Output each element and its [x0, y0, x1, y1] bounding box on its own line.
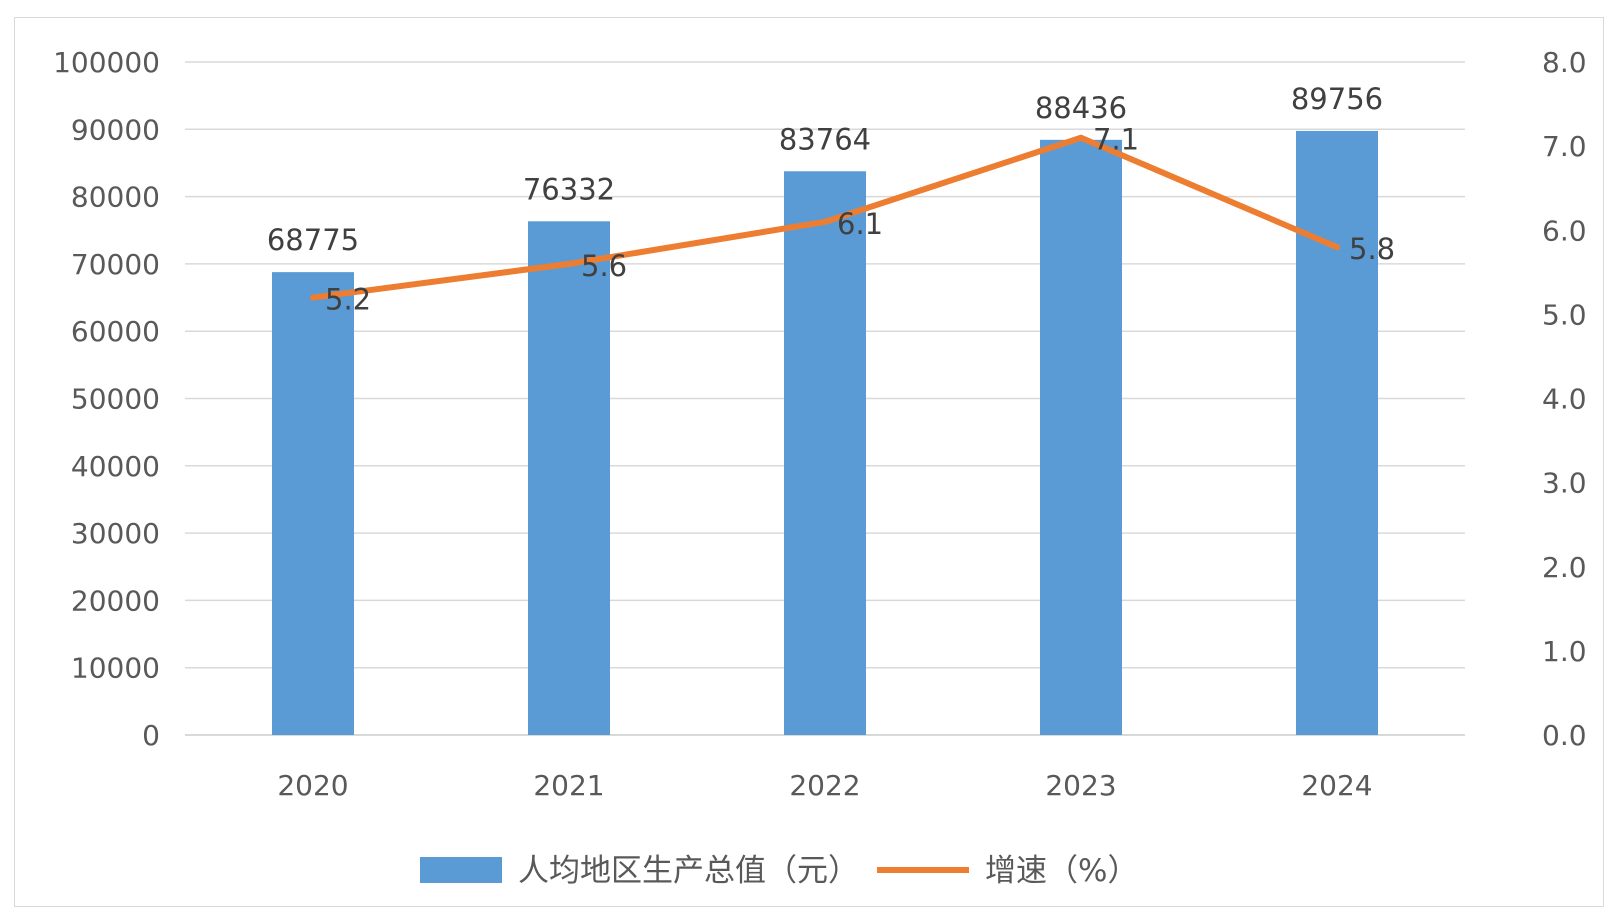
left-axis-tick-label: 30000	[71, 517, 160, 550]
x-axis-tick-label: 2024	[1301, 769, 1372, 802]
bar	[272, 272, 354, 735]
bar-data-label: 76332	[523, 172, 615, 206]
bar	[784, 171, 866, 735]
left-axis-tick-label: 90000	[71, 113, 160, 146]
line-point	[822, 218, 828, 225]
line-point	[1334, 244, 1340, 251]
left-axis-tick-label: 100000	[53, 46, 160, 79]
legend-line-label: 增速（%）	[985, 853, 1138, 889]
right-axis-tick-label: 1.0	[1542, 635, 1587, 668]
line-point	[1078, 134, 1084, 141]
line-data-label: 5.6	[581, 249, 627, 283]
left-axis-tick-label: 60000	[71, 315, 160, 348]
left-axis-tick-label: 80000	[71, 181, 160, 214]
bar	[1296, 130, 1378, 735]
line-point	[566, 260, 572, 267]
line-point	[310, 294, 316, 301]
x-axis-tick-label: 2021	[533, 769, 604, 802]
line-data-label: 5.2	[325, 283, 371, 317]
left-axis-tick-label: 50000	[71, 383, 160, 416]
left-axis-tick-label: 0	[142, 719, 160, 752]
right-axis-tick-label: 0.0	[1542, 719, 1587, 752]
right-axis-tick-label: 6.0	[1542, 214, 1587, 247]
right-axis-tick-label: 2.0	[1542, 551, 1587, 584]
line-data-label: 5.8	[1349, 232, 1395, 266]
line-data-label: 7.1	[1093, 123, 1139, 157]
right-axis-tick-label: 4.0	[1542, 383, 1587, 416]
left-axis-tick-label: 70000	[71, 248, 160, 281]
bar	[1040, 139, 1122, 736]
bar	[528, 221, 610, 735]
bar-data-label: 89756	[1291, 82, 1383, 116]
legend-bar-label: 人均地区生产总值（元）	[518, 853, 859, 889]
left-axis-tick-label: 20000	[71, 584, 160, 617]
bar-data-label: 68775	[267, 223, 359, 257]
right-axis-tick-label: 8.0	[1542, 46, 1587, 79]
legend-bar-swatch	[420, 857, 502, 883]
x-axis-tick-label: 2020	[277, 769, 348, 802]
right-axis-tick-label: 3.0	[1542, 467, 1587, 500]
x-axis-tick-label: 2023	[1045, 769, 1116, 802]
line-data-label: 6.1	[837, 207, 883, 241]
bar-data-label: 88436	[1035, 91, 1127, 125]
left-axis-tick-label: 40000	[71, 450, 160, 483]
bar-data-label: 83764	[779, 122, 871, 156]
right-axis-tick-label: 7.0	[1542, 130, 1587, 163]
x-axis-tick-label: 2022	[789, 769, 860, 802]
right-axis-tick-label: 5.0	[1542, 298, 1587, 331]
left-axis-tick-label: 10000	[71, 652, 160, 685]
